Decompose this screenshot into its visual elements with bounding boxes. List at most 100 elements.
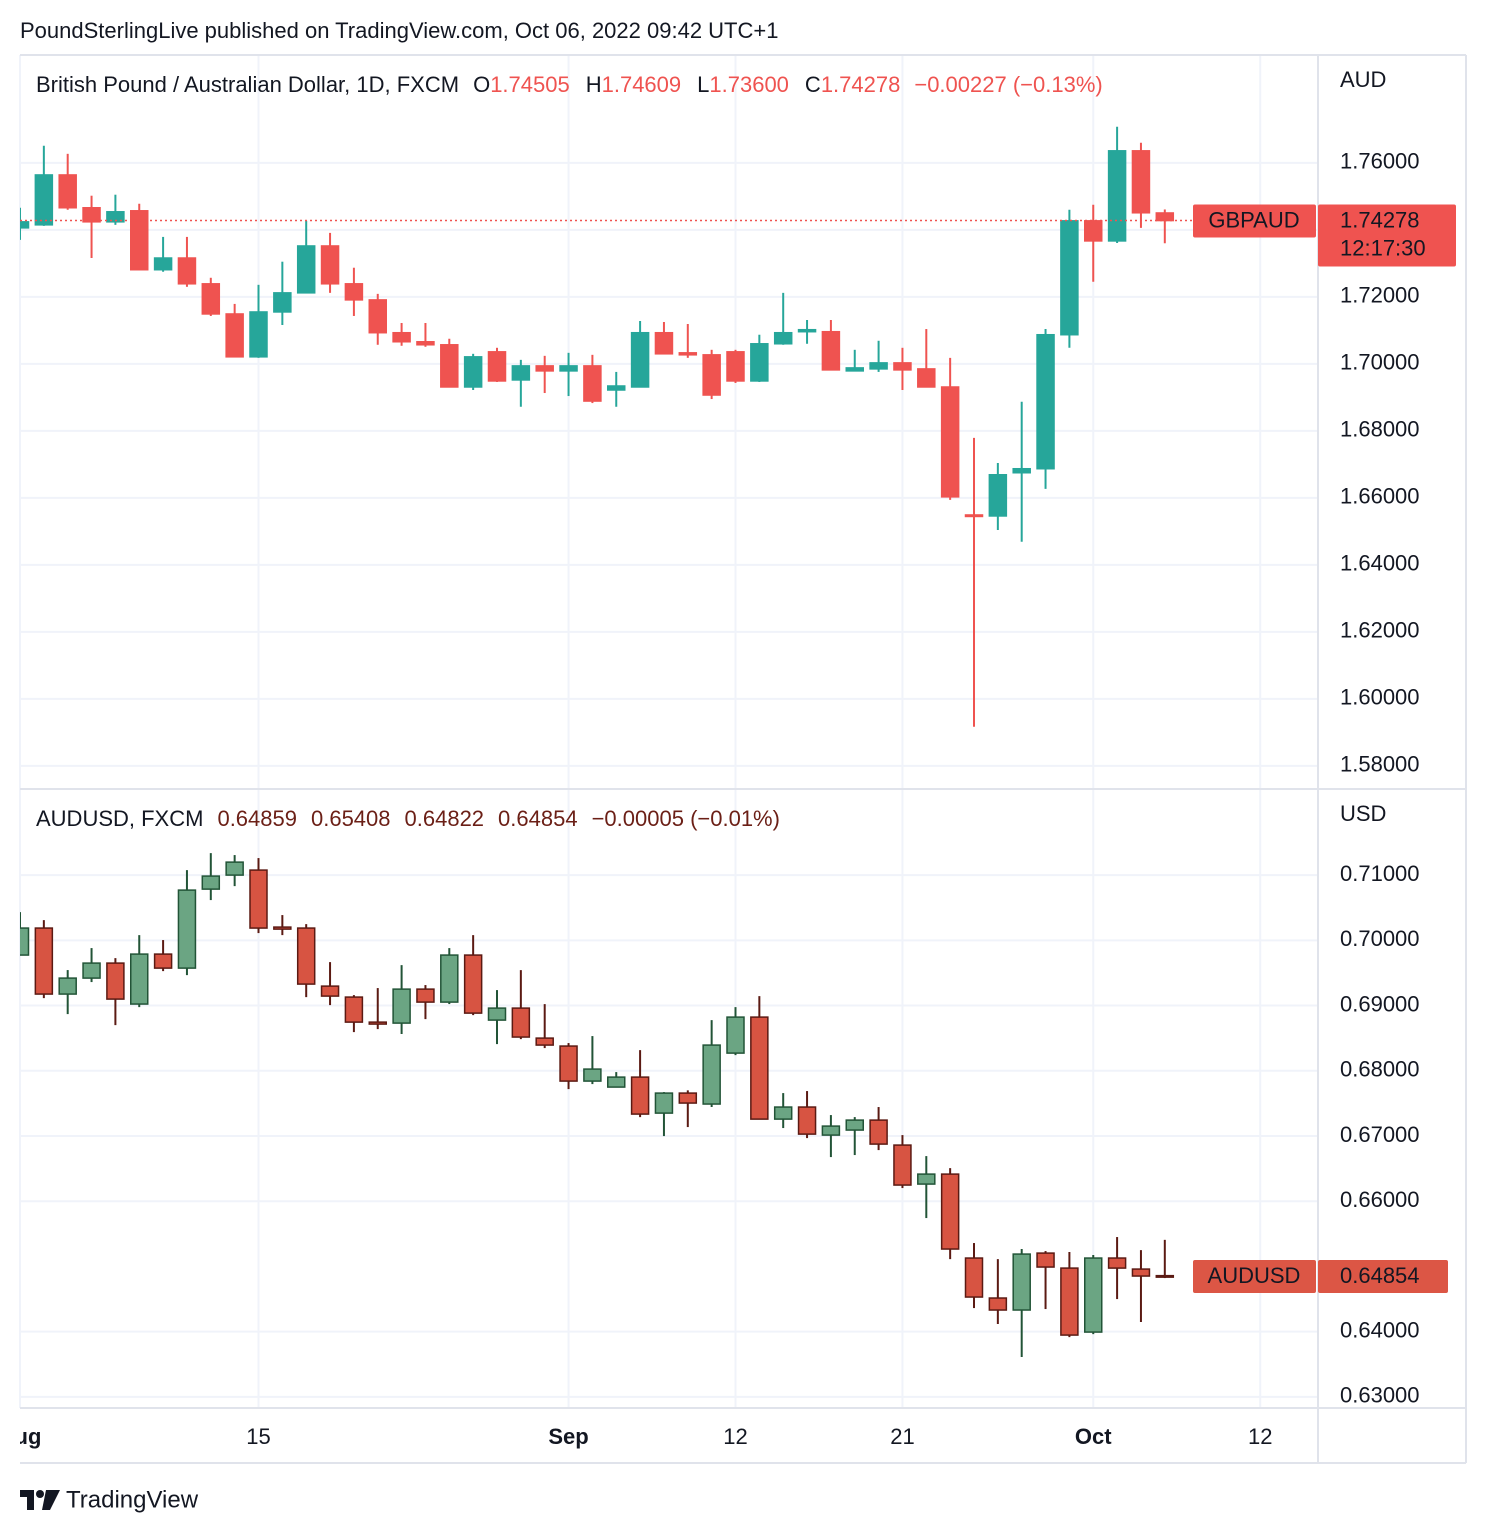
x-tick-label: 15 [246, 1424, 270, 1449]
candle-body [988, 474, 1008, 517]
candle-body [249, 311, 268, 358]
candle-body [296, 927, 316, 985]
candle-body [487, 1007, 507, 1021]
legend-value: 0.65408 [311, 806, 391, 831]
candle-body [58, 977, 77, 995]
candle-body [964, 1257, 984, 1298]
y-tick-label: 1.72000 [1340, 283, 1420, 308]
price-tag-value: 0.64854 [1340, 1263, 1420, 1288]
x-tick-label: 12 [1248, 1424, 1272, 1449]
candle-body [1131, 1268, 1151, 1277]
y-tick-label: 1.66000 [1340, 484, 1420, 509]
candle-body [988, 1297, 1008, 1311]
candle-body [678, 352, 698, 356]
candle-body [869, 1119, 888, 1145]
price-tag-value: 1.74278 [1340, 207, 1420, 232]
publisher-header: PoundSterlingLive published on TradingVi… [20, 18, 778, 43]
legend: British Pound / Australian Dollar, 1D, F… [36, 72, 1103, 97]
candle-body [535, 1037, 554, 1046]
candle-body [917, 1173, 936, 1185]
candle-body [726, 351, 745, 382]
candle-body [1107, 1257, 1127, 1269]
candle-body [1012, 1253, 1031, 1311]
y-tick-label: 0.68000 [1340, 1057, 1420, 1082]
y-tick-label: 1.60000 [1340, 685, 1420, 710]
y-tick-label: 1.58000 [1340, 752, 1420, 777]
legend-key: H [586, 72, 602, 97]
x-tick-label: Sep [548, 1424, 588, 1449]
candle-body [1084, 220, 1103, 242]
x-tick-label: 21 [890, 1424, 914, 1449]
y-tick-label: 1.76000 [1340, 149, 1420, 174]
candle-body [678, 1092, 698, 1104]
time-axis: Aug 15 Sep 12 21 Oct 12 [20, 1424, 1272, 1449]
candle-body [225, 861, 244, 876]
candle-body [106, 962, 125, 1000]
legend-key: C [805, 72, 821, 97]
symbol-tag-label: AUDUSD [1208, 1263, 1301, 1288]
legend-value: 1.74505 [490, 72, 570, 97]
candle-body [273, 926, 292, 930]
candle-body [607, 385, 626, 391]
y-tick-label: 1.70000 [1340, 350, 1420, 375]
candle-body [344, 283, 364, 301]
legend-value: 1.74609 [602, 72, 682, 97]
candle-body [583, 1068, 602, 1082]
candle-body [177, 257, 197, 285]
plot-layer [20, 126, 1194, 1358]
legend-key: L [697, 72, 709, 97]
y-tick-label: 0.63000 [1340, 1383, 1420, 1408]
candle-body [392, 331, 411, 343]
candle-body [821, 1125, 841, 1136]
y-tick-label: 1.64000 [1340, 551, 1420, 576]
candle-body [34, 927, 54, 995]
y-tick-label: 1.68000 [1340, 417, 1420, 442]
candle-body [917, 368, 936, 388]
candle-body [416, 988, 435, 1003]
legend-change: −0.00005 (−0.01%) [592, 806, 780, 831]
candle-body [845, 1119, 864, 1131]
candle-body [20, 221, 30, 229]
candle-body [559, 1045, 578, 1082]
legend-value: 1.74278 [821, 72, 901, 97]
price-tag [1318, 204, 1456, 267]
candle-body [82, 207, 101, 223]
candle-body [702, 354, 721, 396]
legend-value: 0.64822 [405, 806, 485, 831]
candle-body [1155, 212, 1175, 222]
candle-body [368, 299, 387, 334]
legend-key: O [473, 72, 490, 97]
candle-body [273, 292, 292, 313]
candle-body [1012, 467, 1031, 474]
legend-title: AUDUSD, FXCM [36, 806, 203, 831]
x-tick-label: 12 [723, 1424, 747, 1449]
candle-body [487, 351, 507, 382]
price-tag-countdown: 12:17:30 [1340, 235, 1426, 260]
candle-body [440, 344, 459, 388]
candle-body [893, 362, 912, 371]
candle-body [797, 328, 817, 333]
legend-value: 1.73600 [709, 72, 789, 97]
candle-body [153, 953, 173, 969]
candle-body [1036, 333, 1055, 470]
legend-title: British Pound / Australian Dollar, 1D, F… [36, 72, 459, 97]
candle-body [463, 356, 483, 388]
axis-unit: AUD [1340, 67, 1386, 92]
candle-body [893, 1144, 912, 1186]
candle-body [20, 927, 30, 956]
candle-body [797, 1106, 817, 1135]
y-tick-label: 0.67000 [1340, 1122, 1420, 1147]
candle-body [1155, 1274, 1175, 1278]
candle-body [1060, 1267, 1079, 1336]
y-tick-label: 0.64000 [1340, 1317, 1420, 1342]
candle-body [201, 875, 221, 890]
legend: AUDUSD, FXCM 0.64859 0.65408 0.64822 0.64854… [36, 806, 780, 831]
candle-body [1036, 1252, 1055, 1268]
candle-body [153, 257, 173, 271]
candle-body [320, 985, 340, 997]
candle-body [1060, 220, 1079, 336]
tag-layer: 1.58000 1.60000 1.62000 1.64000 1.66000 1.680… [36, 67, 1456, 1408]
candle-body [1107, 150, 1127, 242]
candle-body [392, 988, 411, 1024]
price-tag [1318, 1259, 1448, 1293]
